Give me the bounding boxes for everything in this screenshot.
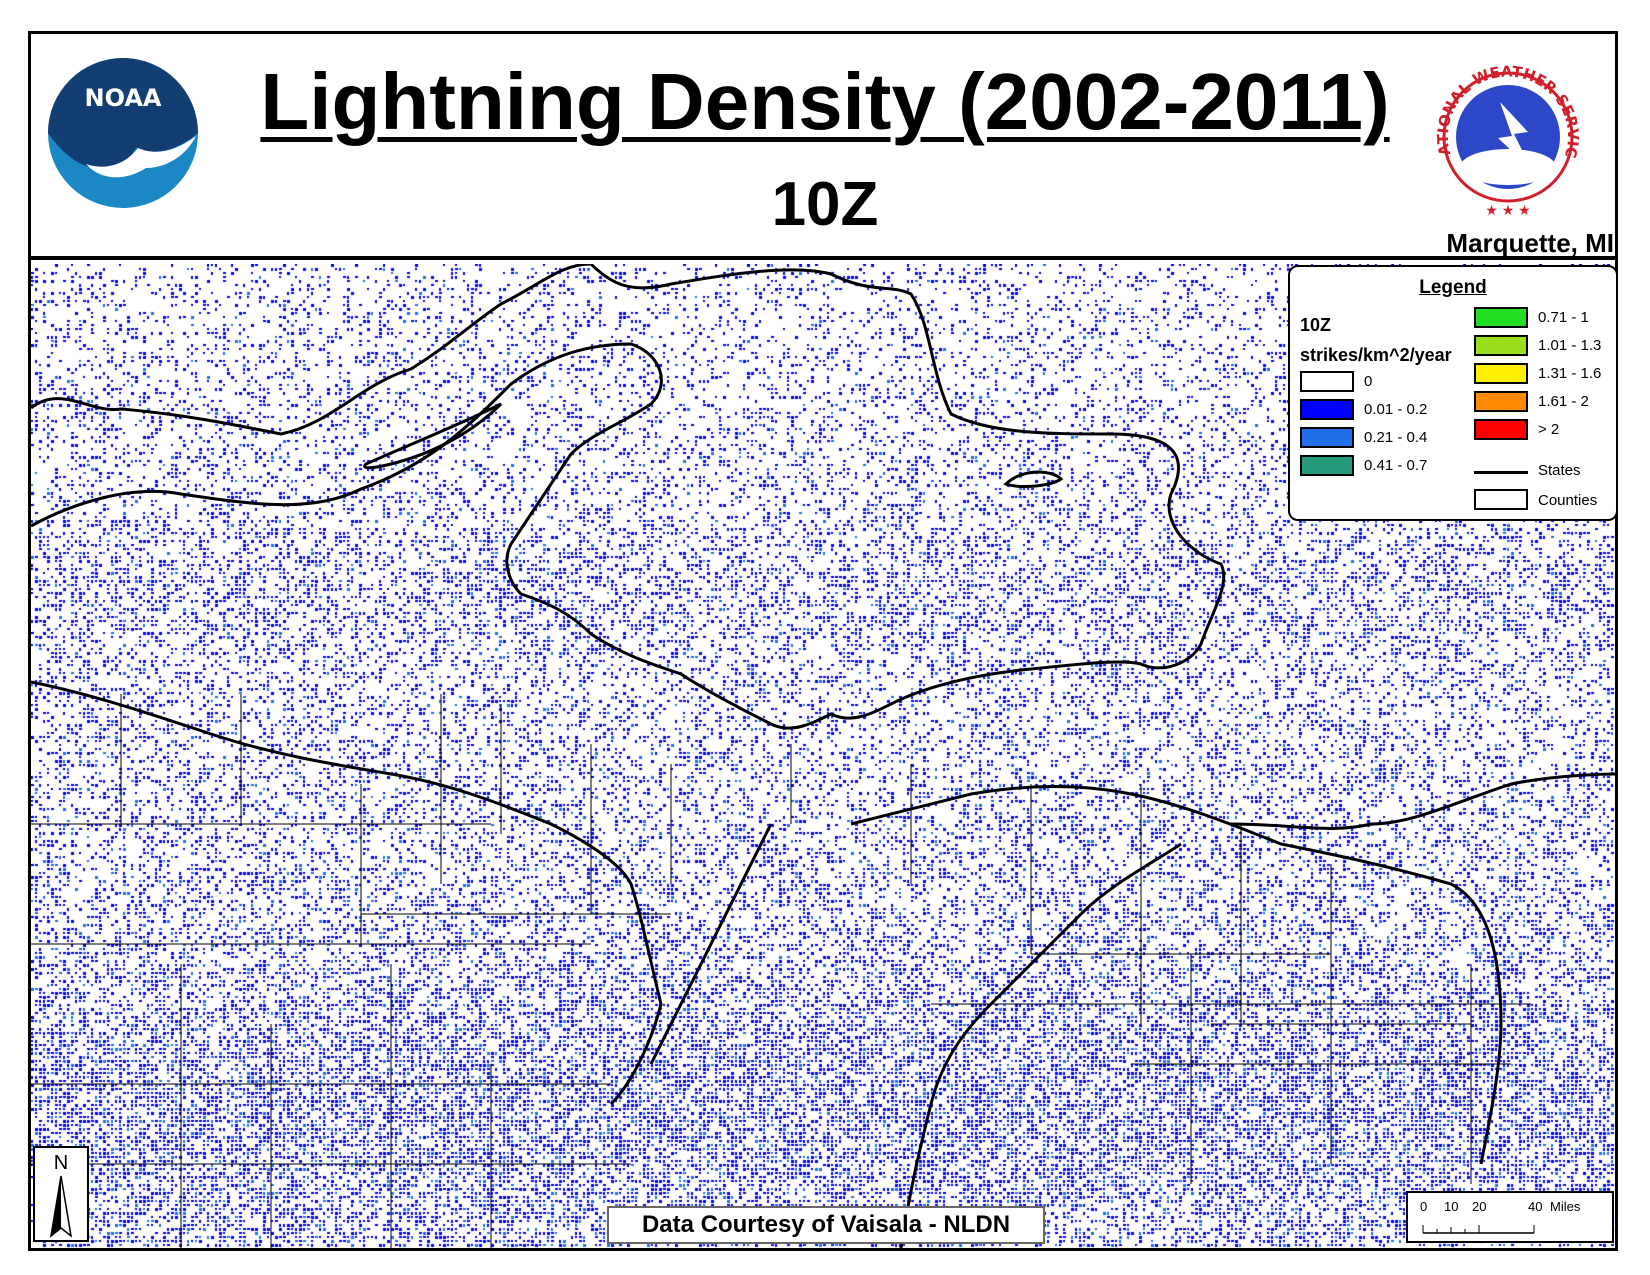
legend-swatch-2 — [1300, 427, 1354, 448]
legend-label-0: 0 — [1364, 373, 1373, 390]
office-label: Marquette, MI — [1446, 228, 1614, 258]
legend-label-2: 0.21 - 0.4 — [1364, 429, 1428, 446]
map-header — [31, 34, 1615, 260]
legend-swatch-3 — [1300, 455, 1354, 476]
legend-swatch-1 — [1300, 399, 1354, 420]
north-arrow: N — [33, 1146, 89, 1242]
county-lines — [31, 694, 1531, 1248]
legend-label-5: 1.01 - 1.3 — [1538, 337, 1602, 354]
map-legend: Legend 10Z strikes/km^2/year 0 0.01 - 0.2… — [1288, 265, 1618, 521]
legend-swatch-7 — [1474, 391, 1528, 412]
legend-swatch-6 — [1474, 363, 1528, 384]
data-credit: Data Courtesy of Vaisala - NLDN — [607, 1206, 1045, 1244]
legend-time: 10Z — [1300, 315, 1332, 335]
scale-tick-10: 10 — [1444, 1199, 1459, 1214]
map-subtitle: 10Z — [771, 170, 879, 239]
map-frame — [28, 31, 1618, 1251]
legend-label-3: 0.41 - 0.7 — [1364, 457, 1428, 474]
legend-swatch-0 — [1300, 371, 1354, 392]
legend-swatch-4 — [1474, 307, 1528, 328]
north-arrow-icon — [49, 1175, 73, 1238]
island-outline — [1003, 470, 1064, 488]
legend-units: strikes/km^2/year — [1300, 345, 1452, 365]
legend-swatch-8 — [1474, 419, 1528, 440]
lake-superior-north-shore — [31, 264, 1226, 670]
legend-counties-label: Counties — [1538, 492, 1598, 509]
noaa-logo-text: NOAA — [85, 84, 162, 112]
noaa-logo: NOAA — [46, 56, 201, 216]
legend-label-1: 0.01 - 0.2 — [1364, 401, 1428, 418]
legend-label-6: 1.31 - 1.6 — [1538, 365, 1602, 382]
legend-swatch-5 — [1474, 335, 1528, 356]
legend-label-7: 1.61 - 2 — [1538, 393, 1589, 410]
lake-michigan-north-shore — [850, 785, 1503, 1165]
isle-royale — [363, 402, 503, 470]
scale-tick-0: 0 — [1420, 1199, 1428, 1214]
scale-tick-40: 40 — [1528, 1199, 1543, 1214]
map-outlines — [31, 264, 1615, 1248]
map-title: Lightning Density (2002-2011) — [260, 57, 1390, 146]
legend-label-4: 0.71 - 1 — [1538, 309, 1589, 326]
legend-label-8: > 2 — [1538, 421, 1560, 438]
scale-tick-20: 20 — [1472, 1199, 1487, 1214]
north-label: N — [53, 1152, 69, 1174]
lake-superior-south-shore — [31, 342, 1142, 730]
legend-title: Legend — [1419, 277, 1487, 298]
scale-unit: Miles — [1550, 1199, 1581, 1214]
state-and-shoreline-lines — [31, 264, 1615, 1248]
mi-wi-border — [31, 680, 663, 1106]
legend-states-swatch — [1474, 471, 1528, 474]
northern-lower-mi-shore — [1230, 772, 1615, 830]
scale-bar: 0 10 20 40 Miles — [1406, 1191, 1614, 1243]
scale-bar-graphic — [1422, 1225, 1535, 1234]
legend-states-label: States — [1538, 462, 1581, 479]
nws-stars: ★ ★ ★ — [1485, 202, 1530, 218]
legend-counties-swatch — [1474, 489, 1528, 510]
lake-michigan-west-shore — [649, 823, 773, 1065]
nws-logo: NATIONAL WEATHER SERVICE ★ ★ ★ — [1422, 28, 1588, 227]
